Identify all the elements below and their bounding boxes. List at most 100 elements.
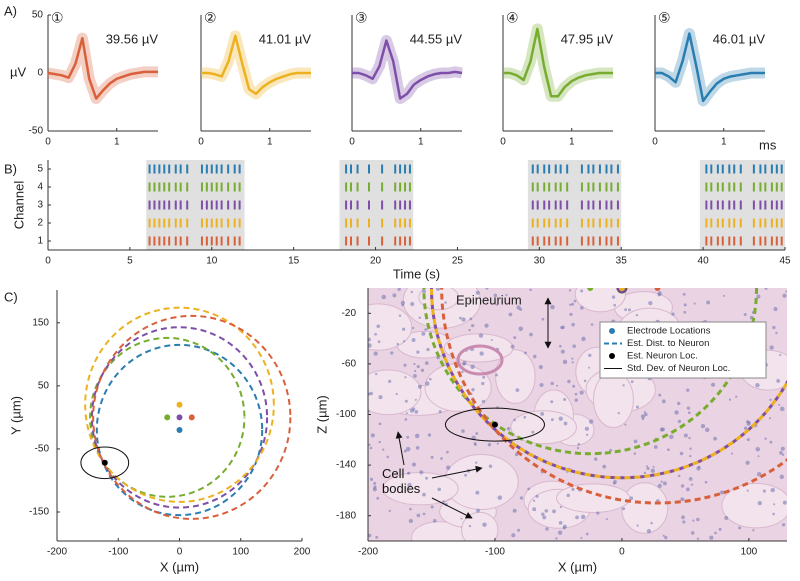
nucleus bbox=[524, 351, 527, 355]
y-tick-label: 150 bbox=[32, 317, 49, 328]
nucleus bbox=[533, 354, 537, 359]
nucleus bbox=[652, 465, 655, 468]
x-tick-label: 0 bbox=[652, 137, 658, 148]
nucleus bbox=[567, 379, 571, 384]
x-tick-label: 0 bbox=[349, 137, 355, 148]
nucleus bbox=[424, 361, 429, 365]
nucleus bbox=[635, 313, 639, 317]
nucleus bbox=[648, 300, 653, 306]
nucleus bbox=[680, 497, 685, 502]
nucleus bbox=[414, 398, 417, 401]
nucleus bbox=[596, 511, 600, 515]
nucleus bbox=[558, 520, 563, 525]
nucleus bbox=[731, 452, 734, 455]
nucleus bbox=[752, 529, 755, 532]
nucleus bbox=[406, 435, 410, 439]
nucleus bbox=[563, 398, 567, 402]
nucleus bbox=[469, 317, 473, 321]
nucleus bbox=[368, 337, 372, 342]
annotation: Cell bodies bbox=[382, 466, 421, 496]
nucleus bbox=[679, 451, 684, 456]
x-tick-label: 100 bbox=[741, 547, 758, 558]
nucleus bbox=[414, 410, 419, 414]
nucleus bbox=[519, 307, 523, 311]
panel-label: A) bbox=[4, 3, 17, 18]
nucleus bbox=[775, 331, 778, 335]
nucleus bbox=[696, 517, 700, 522]
nucleus bbox=[613, 303, 617, 307]
nucleus bbox=[475, 432, 479, 435]
y-tick-label: 50 bbox=[32, 10, 44, 21]
nucleus bbox=[562, 526, 566, 530]
nucleus bbox=[680, 484, 685, 488]
nucleus bbox=[422, 289, 427, 294]
nucleus bbox=[757, 455, 760, 458]
nucleus bbox=[782, 293, 787, 298]
nucleus bbox=[482, 522, 487, 527]
nucleus bbox=[633, 452, 637, 455]
nucleus bbox=[682, 520, 686, 524]
x-tick-label: 35 bbox=[616, 256, 628, 267]
nucleus bbox=[481, 381, 485, 386]
y-tick-label: 5 bbox=[37, 164, 43, 175]
nucleus bbox=[584, 426, 589, 431]
electrode bbox=[618, 288, 625, 291]
nucleus bbox=[532, 507, 537, 512]
nucleus bbox=[442, 500, 445, 503]
nucleus bbox=[529, 288, 532, 292]
nucleus bbox=[617, 411, 620, 415]
waveform-spread bbox=[352, 35, 463, 105]
nucleus bbox=[400, 300, 406, 305]
nucleus bbox=[650, 521, 653, 525]
x-axis-label: X (µm) bbox=[558, 559, 597, 574]
nucleus bbox=[563, 421, 568, 426]
nucleus bbox=[378, 395, 383, 400]
nucleus bbox=[571, 361, 574, 364]
nucleus bbox=[676, 401, 681, 406]
waveform-mean bbox=[47, 36, 158, 100]
nucleus bbox=[571, 302, 575, 306]
nucleus bbox=[556, 384, 559, 387]
nucleus bbox=[779, 406, 785, 412]
vessel bbox=[456, 344, 504, 376]
nucleus bbox=[646, 528, 652, 534]
nucleus bbox=[776, 378, 781, 383]
neuron-std bbox=[80, 446, 130, 480]
x-tick-label: 30 bbox=[534, 256, 546, 267]
nucleus bbox=[644, 412, 648, 417]
nucleus bbox=[779, 353, 782, 357]
nucleus bbox=[562, 359, 568, 365]
burst-region bbox=[146, 160, 245, 250]
distance-circle bbox=[95, 343, 264, 517]
nucleus bbox=[418, 316, 422, 319]
x-tick-label: 45 bbox=[779, 256, 791, 267]
y-tick-label: 1 bbox=[37, 236, 43, 247]
nucleus bbox=[471, 324, 475, 328]
nucleus bbox=[558, 416, 563, 421]
nucleus bbox=[411, 326, 415, 330]
y-tick-label: -140 bbox=[336, 460, 356, 471]
waveform-mean bbox=[201, 34, 311, 96]
nucleus bbox=[511, 533, 516, 538]
nucleus bbox=[425, 328, 428, 331]
nucleus bbox=[430, 455, 434, 459]
nucleus bbox=[390, 351, 394, 355]
amplitude: 44.55 µV bbox=[410, 31, 463, 46]
nucleus bbox=[659, 427, 664, 432]
x-tick-label: 1 bbox=[267, 137, 273, 148]
nucleus bbox=[581, 336, 586, 342]
nucleus bbox=[574, 398, 578, 402]
x-tick-label: 1 bbox=[418, 137, 424, 148]
nucleus bbox=[579, 390, 584, 395]
y-tick-label: 50 bbox=[38, 380, 50, 391]
nucleus bbox=[438, 410, 442, 414]
nucleus bbox=[410, 290, 414, 294]
electrode bbox=[654, 288, 661, 291]
legend-label: Est. Dist. to Neuron bbox=[627, 338, 709, 349]
nucleus bbox=[386, 455, 390, 459]
nucleus bbox=[569, 303, 572, 306]
nucleus bbox=[515, 388, 520, 393]
plot-area bbox=[80, 306, 292, 520]
nucleus bbox=[411, 462, 417, 467]
